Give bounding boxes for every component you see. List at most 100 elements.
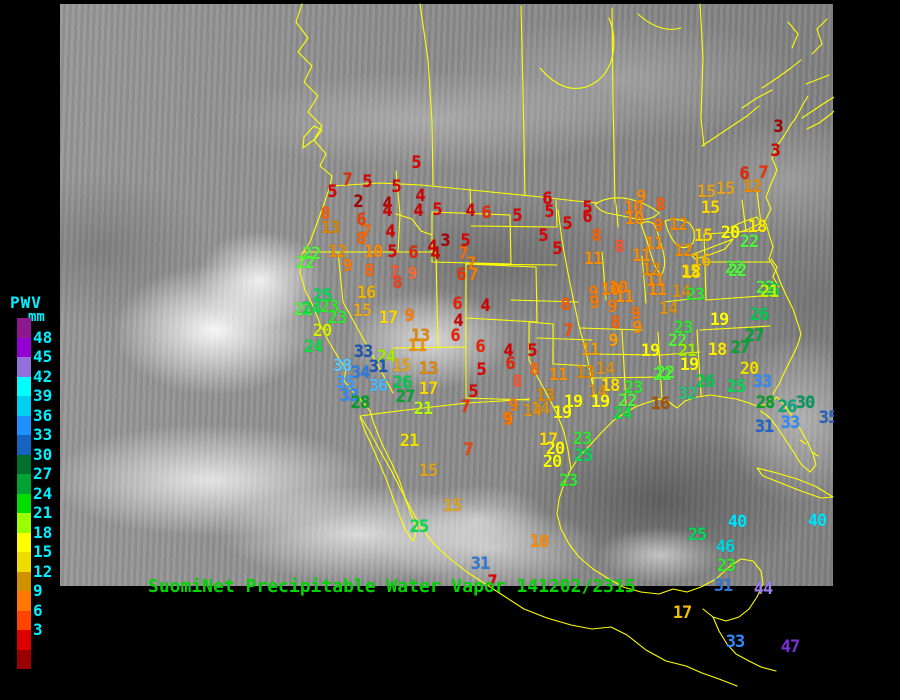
station-value: 40: [807, 511, 828, 531]
station-value: 5: [411, 153, 421, 173]
great-lakes-path: [594, 197, 762, 276]
legend-tick-label: 27: [33, 464, 53, 483]
station-value: 25: [409, 517, 430, 537]
new-england-path: [771, 95, 809, 159]
station-value: 15: [418, 461, 439, 481]
station-value: 21: [399, 431, 420, 451]
station-value: 13: [320, 218, 341, 238]
station-value: 22: [652, 365, 673, 385]
station-value: 10: [529, 532, 550, 552]
satellite-image: [60, 4, 833, 586]
legend-color-patch: [17, 630, 31, 650]
station-value: 5: [362, 172, 372, 192]
station-value: 25: [312, 286, 333, 306]
station-value: 13: [535, 386, 556, 406]
legend-color-patch: [17, 474, 31, 494]
station-value: 5: [387, 242, 397, 262]
map-outlines: [295, 3, 834, 687]
legend-color-patch: [17, 610, 31, 630]
station-value: 12: [327, 242, 348, 262]
station-value: 24: [301, 299, 322, 319]
legend-tick-label: 30: [33, 444, 53, 464]
station-value: 8: [320, 204, 330, 224]
east-coast-path: [764, 157, 802, 395]
station-value: 8: [655, 195, 665, 215]
station-value: 4: [415, 186, 425, 206]
station-value: 8: [614, 237, 624, 257]
station-value: 5: [552, 239, 562, 259]
station-value: 3: [440, 231, 450, 251]
station-value: 46: [715, 537, 736, 557]
station-value: 9: [508, 396, 518, 416]
station-value: 5: [527, 341, 537, 361]
station-value: 11: [583, 249, 604, 269]
mexico-gulf-yucatan-path: [556, 468, 764, 622]
station-value: 5: [562, 214, 572, 234]
station-value: 15: [352, 301, 373, 321]
legend-color-patch: [17, 513, 31, 533]
station-value: 11: [647, 280, 668, 300]
station-value: 18: [747, 217, 768, 237]
station-value: 27: [744, 326, 765, 346]
station-value: 15: [696, 182, 717, 202]
station-value: 4: [453, 311, 463, 331]
legend-color-patch: [17, 493, 31, 513]
station-value: 7: [563, 321, 573, 341]
station-value: 22: [739, 232, 760, 252]
legend-tick-label: 33: [33, 425, 53, 444]
texas-panhandle-path: [528, 321, 595, 399]
station-value: 19: [709, 310, 730, 330]
station-value: 44: [753, 579, 774, 599]
station-value: 3: [770, 141, 780, 161]
west-coast-path: [295, 3, 418, 542]
province-borders-path: [419, 3, 705, 204]
station-value: 7: [361, 222, 371, 242]
legend-tick-label: 24: [33, 483, 53, 503]
station-value: 28: [350, 393, 371, 413]
station-value: 18: [707, 340, 728, 360]
station-value: 6: [505, 354, 515, 374]
station-value: 8: [529, 360, 539, 380]
legend-color-patch: [17, 649, 31, 669]
station-value: 16: [356, 283, 377, 303]
station-value: 25: [726, 377, 747, 397]
station-value: 7: [468, 265, 478, 285]
station-value: 19: [563, 392, 584, 412]
pei-path: [805, 74, 830, 85]
station-value: 31: [754, 417, 775, 437]
station-value: 5: [512, 206, 522, 226]
station-value: 7: [389, 263, 399, 283]
legend-tick-label: 15: [33, 542, 53, 561]
legend-tick-label: 18: [33, 522, 53, 542]
station-value: 6: [582, 207, 592, 227]
station-value: 28: [755, 393, 776, 413]
vancouver-island-path: [302, 125, 323, 149]
station-value: 22: [617, 391, 638, 411]
station-value: 9: [588, 283, 598, 303]
legend-color-patch: [17, 571, 31, 591]
station-value: 13: [418, 359, 439, 379]
legend-tick-label: 9: [33, 581, 43, 600]
station-value: 4: [430, 244, 440, 264]
station-value: 31: [470, 554, 491, 574]
station-value: 27: [730, 338, 751, 358]
station-value: 22: [295, 253, 316, 273]
coastline-paths: [295, 3, 834, 687]
border-paths: [302, 3, 776, 470]
station-value: 6: [408, 243, 418, 263]
station-value: 20: [545, 439, 566, 459]
station-value: 4: [382, 194, 392, 214]
station-value: 11: [548, 365, 569, 385]
station-value: 23: [673, 318, 694, 338]
station-value: 8: [392, 273, 402, 293]
station-value: 15: [442, 496, 463, 516]
map-overlay: 5 7 5 5 5 2 4 4 4 4 5 4 6 8 6 13 7 4 8 4 3 5 22 12 10 5 6 4 7 22 9 8 7 9 7…: [294, 3, 834, 687]
us-canada-border-path: [330, 182, 599, 204]
station-value: 15: [693, 226, 714, 246]
station-value: 16: [650, 394, 671, 414]
station-value: 6: [542, 189, 552, 209]
legend-color-patch: [17, 318, 31, 338]
legend-title: PWV: [10, 293, 42, 312]
station-value: 10: [363, 242, 384, 262]
station-value: 14: [530, 399, 551, 419]
